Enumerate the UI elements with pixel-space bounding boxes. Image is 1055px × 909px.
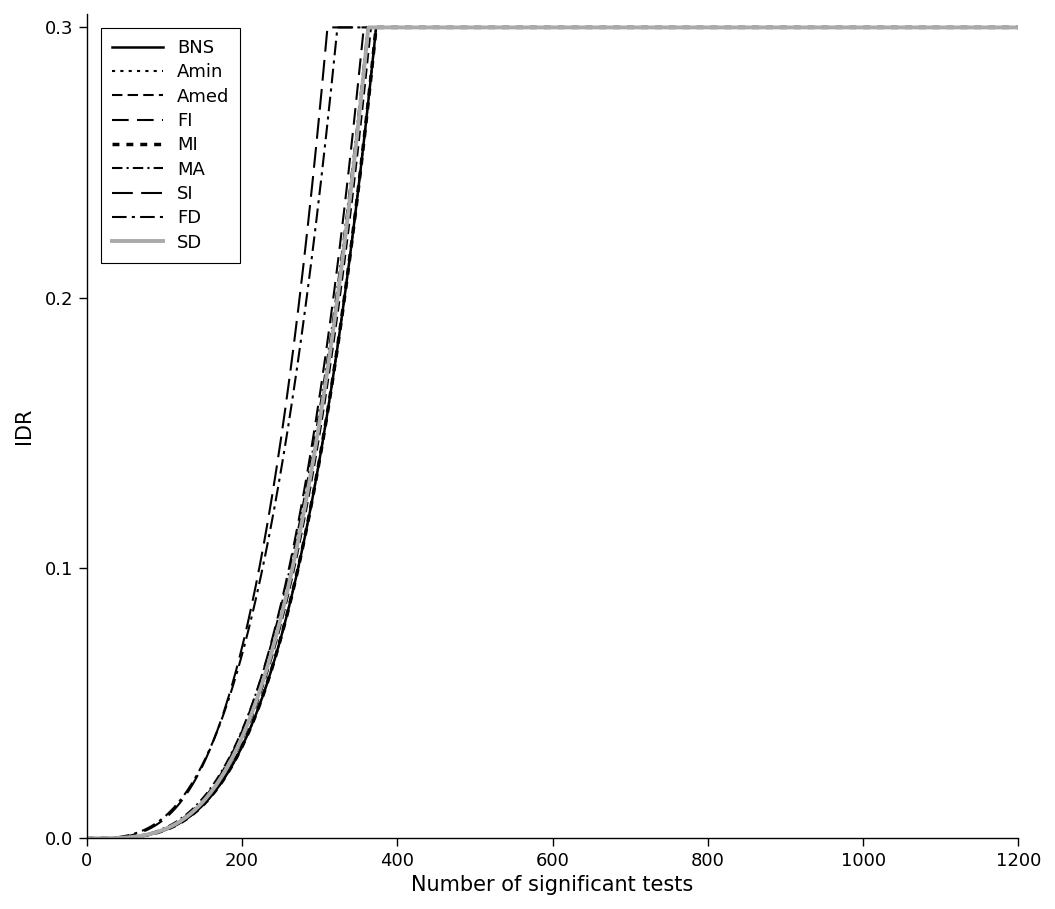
- Legend: BNS, Amin, Amed, FI, MI, MA, SI, FD, SD: BNS, Amin, Amed, FI, MI, MA, SI, FD, SD: [101, 28, 241, 263]
- Y-axis label: IDR: IDR: [14, 408, 34, 445]
- X-axis label: Number of significant tests: Number of significant tests: [411, 875, 694, 895]
